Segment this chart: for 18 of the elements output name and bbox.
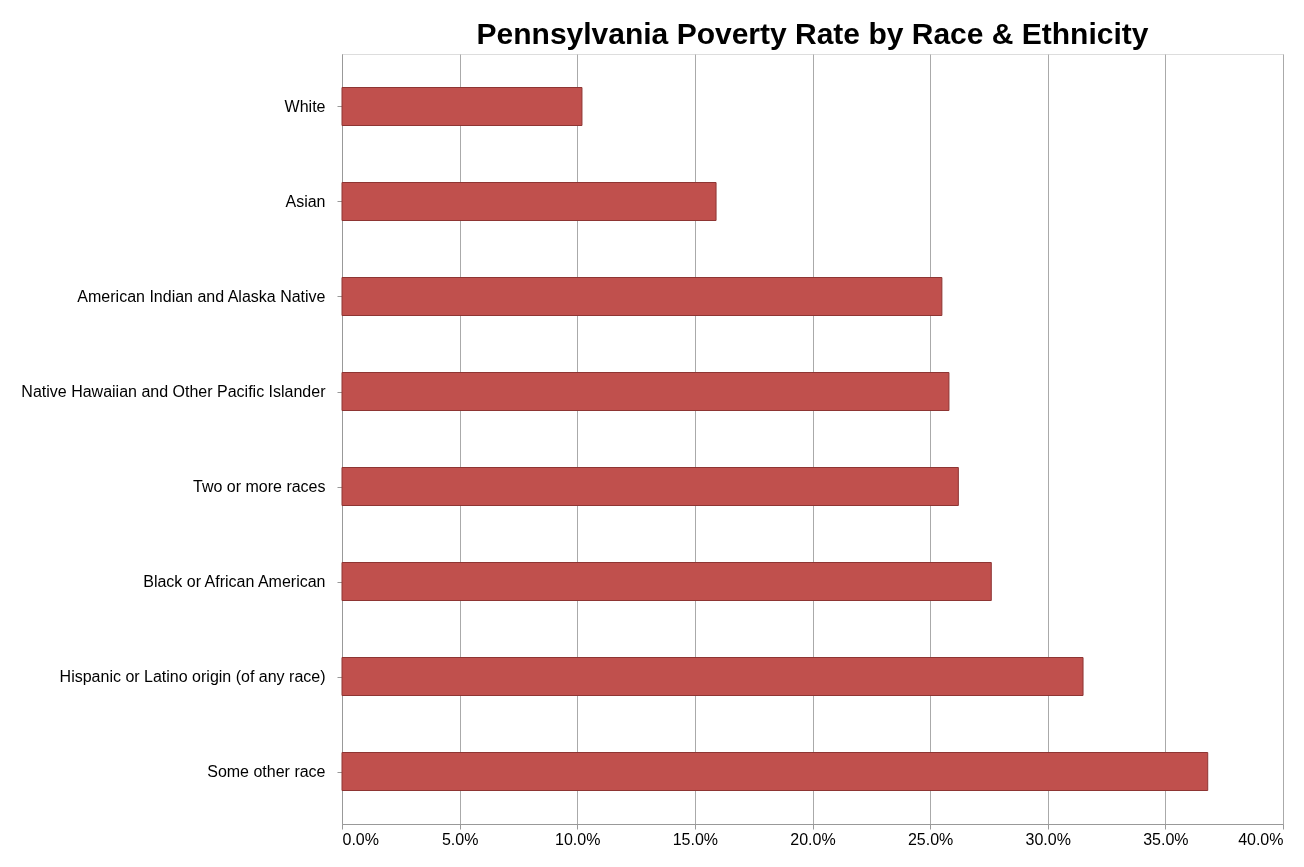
x-tick-label: 40.0% — [1238, 830, 1284, 848]
x-tick-label: 0.0% — [342, 830, 379, 848]
y-tick-label: Some other race — [207, 763, 326, 780]
y-tick-label: Asian — [285, 193, 326, 210]
x-tick-label: 15.0% — [672, 830, 719, 848]
y-tick-label: Black or African American — [143, 573, 326, 590]
x-tick-label: 30.0% — [1025, 830, 1071, 848]
y-tick-label: White — [284, 98, 326, 115]
x-tick-label: 5.0% — [441, 830, 479, 848]
y-tick-label: Native Hawaiian and Other Pacific Islander — [21, 383, 327, 400]
x-tick-label: 20.0% — [790, 830, 836, 848]
y-tick-label: Hispanic or Latino origin (of any race) — [59, 668, 326, 685]
chart-title: Pennsylvania Poverty Rate by Race & Ethnicity — [476, 17, 1149, 50]
x-tick-label: 10.0% — [555, 830, 601, 848]
x-tick-label: 35.0% — [1143, 830, 1189, 848]
y-tick-label: American Indian and Alaska Native — [77, 288, 326, 305]
y-tick-label: Two or more races — [193, 478, 326, 495]
x-tick-label: 25.0% — [907, 830, 954, 848]
